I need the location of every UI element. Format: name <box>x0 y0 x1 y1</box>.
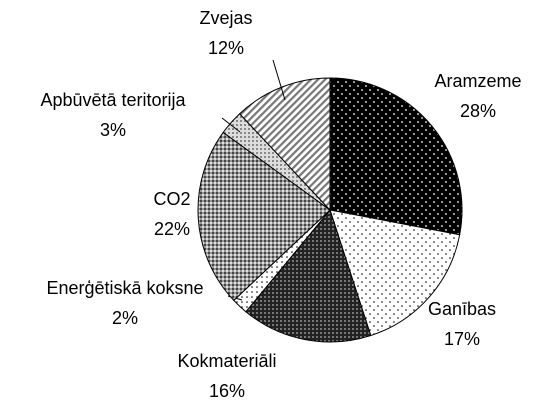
slice-label: Zvejas <box>199 8 252 28</box>
slice-label: Aramzeme <box>434 71 521 91</box>
slice-value-label: 28% <box>460 101 496 121</box>
leader-line <box>221 117 241 133</box>
slice-value-label: 16% <box>209 381 245 401</box>
slice-value-label: 17% <box>444 329 480 349</box>
slice-label: CO2 <box>153 189 190 209</box>
slice-value-label: 22% <box>154 219 190 239</box>
slice-label: Apbūvētā teritorija <box>40 90 186 110</box>
pie-slice <box>197 131 331 302</box>
slice-label: Ganības <box>428 299 496 319</box>
slice-value-label: 2% <box>112 308 138 328</box>
pie-slice <box>245 208 372 343</box>
leader-line <box>272 59 286 101</box>
slice-label: Kokmateriāli <box>177 351 276 371</box>
slice-value-label: 12% <box>208 38 244 58</box>
slice-label: Enerģētiskā koksne <box>46 278 203 298</box>
pie-slice <box>329 77 463 236</box>
pie-slice <box>329 209 461 337</box>
slice-value-label: 3% <box>100 120 126 140</box>
